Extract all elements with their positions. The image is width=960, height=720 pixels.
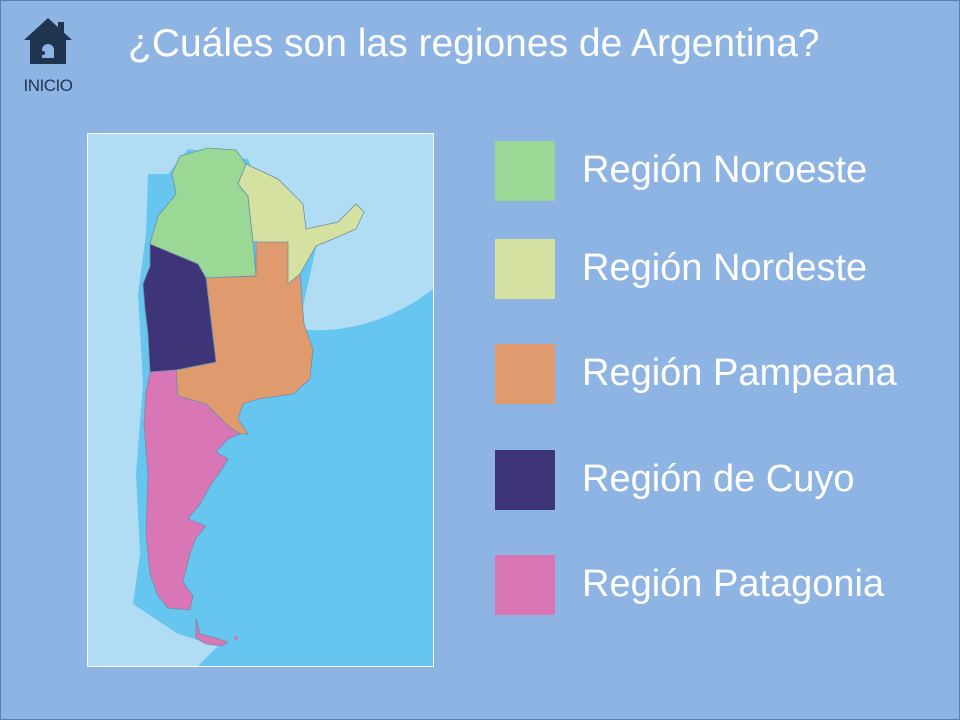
legend-swatch	[495, 141, 555, 201]
legend-item-noroeste: Región Noroeste	[495, 141, 945, 201]
page-title: ¿Cuáles son las regiones de Argentina?	[128, 22, 820, 65]
island-mark	[234, 636, 238, 640]
home-label: INICIO	[23, 76, 73, 95]
neighbor-land-west	[88, 134, 218, 666]
legend-label: Región Pampeana	[582, 352, 897, 394]
legend-item-cuyo: Región de Cuyo	[495, 450, 945, 510]
house-icon	[24, 18, 72, 64]
region-nordeste	[237, 163, 365, 285]
legend-item-pampeana: Región Pampeana	[495, 344, 945, 404]
legend-swatch	[495, 344, 555, 404]
legend-swatch	[495, 555, 555, 615]
region-patagonia-tierra-del-fuego	[195, 617, 229, 647]
region-patagonia	[143, 369, 241, 611]
legend-label: Región Noroeste	[582, 149, 868, 191]
legend-label: Región Patagonia	[582, 563, 885, 605]
neighbor-land-north	[148, 134, 433, 331]
legend-item-nordeste: Región Nordeste	[495, 239, 945, 299]
legend-label: Región Nordeste	[582, 247, 868, 289]
legend-label: Región de Cuyo	[582, 458, 855, 500]
legend-item-patagonia: Región Patagonia	[495, 555, 945, 615]
argentina-map	[87, 133, 434, 667]
home-button[interactable]: INICIO	[20, 14, 80, 98]
legend-swatch	[495, 450, 555, 510]
legend-swatch	[495, 239, 555, 299]
